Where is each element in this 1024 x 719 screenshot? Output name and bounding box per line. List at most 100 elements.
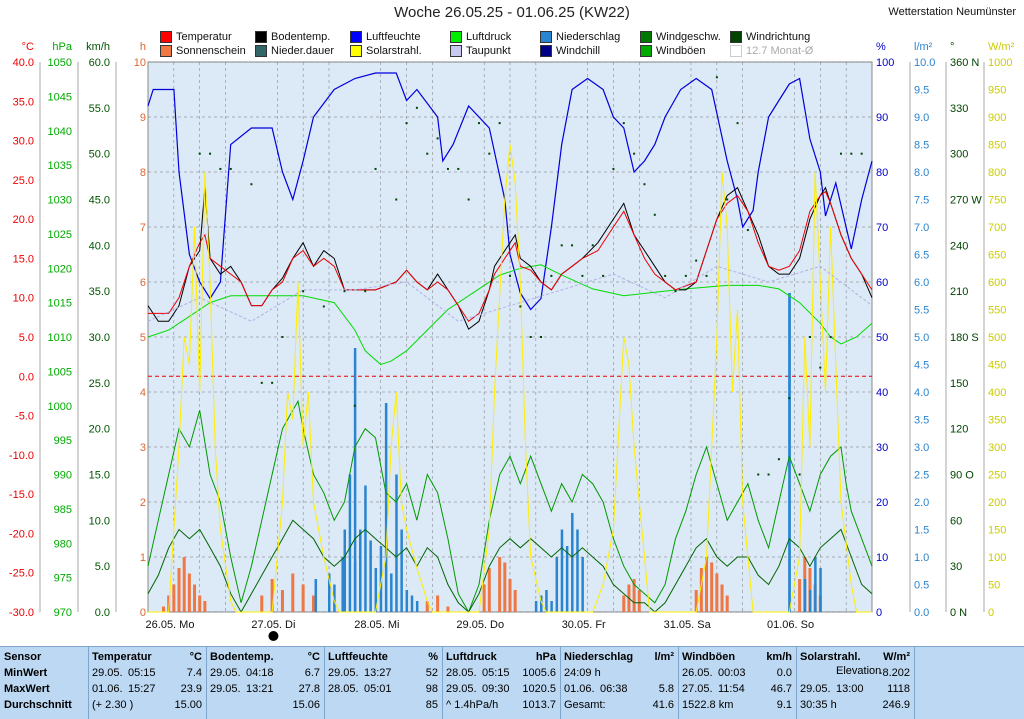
legend-swatch — [450, 45, 462, 57]
tick-humidity: 100 — [876, 57, 894, 69]
rain-bar — [353, 348, 357, 612]
sun-bar — [513, 590, 517, 612]
stats-cell: 1522.8 km 9.1 — [682, 699, 792, 711]
tick-direction: 270 W — [950, 195, 982, 207]
wind-dir-dot — [571, 244, 574, 247]
wind-dir-dot — [519, 305, 522, 308]
tick-pressure: 1010 — [48, 332, 72, 344]
rain-bar — [314, 579, 318, 612]
tick-temp: 30.0 — [13, 136, 34, 148]
series-line — [148, 190, 873, 323]
sun-bar — [260, 595, 264, 612]
wind-dir-dot — [540, 336, 543, 338]
rain-bar — [348, 474, 352, 612]
series-line — [148, 144, 872, 613]
tick-wind: 25.0 — [89, 378, 110, 390]
unit-hours: h — [140, 41, 146, 53]
stats-column: Luftfeuchte% 29.05. 13:27 52 28.05. 05:01 98 85 — [324, 647, 443, 719]
wind-dir-dot — [850, 152, 853, 155]
legend-label: 12.7 Monat-Ø — [746, 45, 814, 57]
wind-dir-dot — [715, 76, 718, 79]
tick-solar: 800 — [988, 167, 1006, 179]
rain-bar — [341, 557, 344, 612]
tick-humidity: 40 — [876, 387, 888, 399]
wind-dir-dot — [322, 305, 325, 308]
stats-cell: -8.202 — [878, 667, 910, 679]
stats-cell: ^ 1.4hPa/h 1013.7 — [446, 699, 556, 711]
tick-temp: 5.0 — [19, 332, 34, 344]
wind-dir-dot — [477, 122, 480, 125]
tick-rain: 2.0 — [914, 497, 929, 509]
series-line — [147, 399, 873, 614]
legend-label: Sonnenschein — [176, 45, 246, 57]
tick-direction: 60 — [950, 515, 962, 527]
sun-bar — [798, 579, 802, 612]
wind-dir-dot — [819, 366, 822, 369]
wind-dir-dot — [509, 274, 511, 277]
rain-bar — [379, 546, 383, 612]
stats-row-label: MinWert — [4, 667, 48, 679]
tick-humidity: 0 — [876, 607, 882, 619]
stats-header: Windböen km/h — [682, 651, 792, 663]
rain-bar — [808, 590, 812, 612]
stats-row-label: MaxWert — [4, 683, 50, 695]
tick-rain: 1.5 — [914, 525, 929, 537]
stats-cell: 24:09 h — [564, 667, 601, 679]
stats-header: Solarstrahl. W/m² — [800, 651, 910, 663]
legend-item: Luftdruck — [450, 30, 511, 44]
stats-cell: 28.05. 05:01 98 — [328, 683, 438, 695]
stats-cell: 30:35 h 246.9 — [800, 699, 910, 711]
rain-bar — [560, 529, 564, 612]
rain-bar — [369, 540, 372, 612]
tick-rain: 4.5 — [914, 360, 929, 372]
sun-bar — [177, 568, 181, 612]
sun-bar — [503, 562, 507, 612]
tick-hours: 6 — [140, 277, 146, 289]
tick-pressure: 1025 — [48, 229, 72, 241]
sun-bar — [622, 595, 626, 612]
legend-item: Luftfeuchte — [350, 30, 420, 44]
sun-bar — [425, 601, 429, 612]
rain-bar — [555, 557, 559, 612]
rain-bar — [788, 293, 791, 612]
tick-rain: 10.0 — [914, 57, 935, 69]
stats-header: Bodentemp. °C — [210, 651, 320, 663]
tick-rain: 3.0 — [914, 442, 929, 454]
legend-swatch — [160, 45, 172, 57]
tick-pressure: 1005 — [48, 366, 72, 378]
tick-hours: 3 — [140, 442, 146, 454]
sun-bar — [301, 584, 305, 612]
tick-rain: 1.0 — [914, 552, 929, 564]
tick-temp: 15.0 — [13, 253, 34, 265]
x-tick-label: 30.05. Fr — [562, 619, 606, 631]
tick-humidity: 70 — [876, 222, 888, 234]
sun-bar — [187, 573, 191, 612]
legend-label: Windgeschw. — [656, 31, 721, 43]
stats-column: Solarstrahl. W/m² -8.202 29.05. 13:00 1118 30:… — [796, 647, 915, 719]
tick-direction: 90 O — [950, 470, 974, 482]
tick-hours: 0 — [140, 607, 146, 619]
sun-bar — [291, 573, 295, 612]
wind-dir-dot — [529, 336, 532, 338]
sun-bar — [632, 579, 636, 612]
legend-label: Solarstrahl. — [366, 45, 422, 57]
sun-bar — [699, 568, 703, 612]
tick-solar: 600 — [988, 277, 1006, 289]
wind-dir-dot — [602, 274, 605, 277]
wind-dir-dot — [798, 473, 801, 476]
stats-cell: 29.05. 13:00 1118 — [800, 683, 910, 695]
stats-table: Sensor MinWert MaxWert Durchschnitt Temperat… — [0, 646, 1024, 719]
legend-item: Solarstrahl. — [350, 44, 422, 58]
legend-swatch — [730, 45, 742, 57]
legend-swatch — [350, 45, 362, 57]
stats-row-label: Durchschnitt — [4, 699, 72, 711]
wind-dir-dot — [726, 198, 729, 201]
wind-dir-dot — [271, 381, 274, 384]
tick-direction: 0 N — [950, 607, 967, 619]
legend-swatch — [730, 31, 742, 43]
wind-dir-dot — [829, 336, 832, 338]
sun-bar — [725, 595, 729, 612]
wind-dir-dot — [250, 183, 253, 186]
legend-swatch — [640, 45, 652, 57]
rain-bar — [400, 529, 403, 612]
